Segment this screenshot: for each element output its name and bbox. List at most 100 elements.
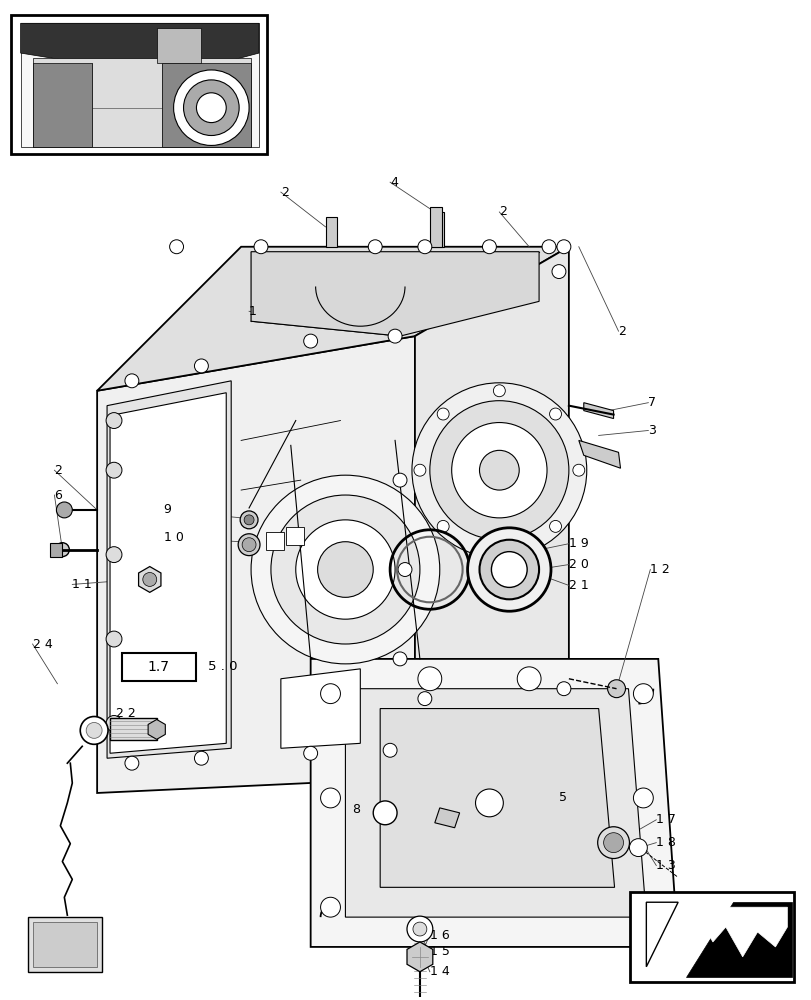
Polygon shape [434, 808, 459, 828]
Circle shape [368, 240, 382, 254]
Circle shape [556, 682, 570, 696]
Text: 7: 7 [647, 396, 655, 409]
Polygon shape [32, 63, 92, 147]
Polygon shape [97, 336, 414, 793]
Circle shape [418, 240, 431, 254]
Circle shape [479, 540, 539, 599]
Circle shape [549, 408, 560, 420]
Circle shape [633, 897, 653, 917]
Text: 2: 2 [499, 205, 507, 218]
Text: 1.7: 1.7 [148, 660, 169, 674]
Circle shape [56, 502, 72, 518]
Polygon shape [406, 942, 432, 972]
Polygon shape [429, 207, 441, 247]
Circle shape [413, 922, 427, 936]
Circle shape [475, 789, 503, 817]
Circle shape [86, 722, 102, 738]
Circle shape [383, 743, 397, 757]
Circle shape [482, 240, 496, 254]
Circle shape [183, 80, 239, 136]
Circle shape [125, 756, 139, 770]
Circle shape [320, 684, 340, 704]
Text: 1 9: 1 9 [569, 537, 588, 550]
Circle shape [254, 240, 268, 254]
Text: 9: 9 [164, 503, 171, 516]
Circle shape [320, 788, 340, 808]
Polygon shape [50, 543, 62, 557]
Text: 2 4: 2 4 [32, 638, 52, 651]
Polygon shape [157, 28, 201, 63]
Circle shape [418, 667, 441, 691]
Circle shape [633, 788, 653, 808]
Circle shape [414, 464, 425, 476]
Circle shape [80, 717, 108, 744]
Polygon shape [414, 247, 569, 778]
Polygon shape [281, 669, 360, 748]
Text: 2: 2 [54, 464, 62, 477]
Polygon shape [311, 659, 677, 947]
Circle shape [629, 839, 646, 857]
Circle shape [388, 329, 401, 343]
Circle shape [320, 897, 340, 917]
Circle shape [479, 450, 518, 490]
Polygon shape [692, 907, 787, 957]
Circle shape [251, 475, 440, 664]
Circle shape [106, 716, 122, 731]
Circle shape [393, 652, 406, 666]
Polygon shape [97, 247, 569, 391]
Circle shape [607, 680, 624, 698]
Polygon shape [325, 217, 337, 247]
Bar [629, 892, 793, 982]
Circle shape [169, 240, 183, 254]
Circle shape [517, 667, 540, 691]
Circle shape [174, 70, 249, 145]
Circle shape [196, 93, 226, 123]
Circle shape [393, 473, 406, 487]
Text: 1 5: 1 5 [429, 945, 449, 958]
Circle shape [295, 520, 395, 619]
Polygon shape [583, 403, 613, 419]
Circle shape [106, 631, 122, 647]
Text: 3: 3 [647, 424, 655, 437]
Bar [285, 527, 303, 545]
Circle shape [429, 401, 569, 540]
Polygon shape [32, 58, 251, 147]
Polygon shape [431, 212, 443, 247]
Polygon shape [110, 393, 226, 753]
Polygon shape [139, 567, 161, 592]
Text: 1 8: 1 8 [655, 836, 676, 849]
Text: 1 6: 1 6 [429, 929, 449, 942]
Circle shape [406, 916, 432, 942]
Circle shape [106, 462, 122, 478]
Bar [266, 532, 284, 550]
Circle shape [633, 684, 653, 704]
Circle shape [542, 240, 556, 254]
Circle shape [551, 265, 565, 279]
Circle shape [194, 751, 208, 765]
Polygon shape [251, 252, 539, 336]
Circle shape [143, 573, 157, 586]
Circle shape [436, 520, 448, 532]
Text: 5 . 0: 5 . 0 [208, 660, 238, 673]
Polygon shape [148, 719, 165, 739]
Text: 4: 4 [389, 176, 397, 189]
Circle shape [491, 552, 526, 587]
Circle shape [240, 511, 258, 529]
Bar [32, 922, 97, 967]
Text: 2: 2 [618, 325, 625, 338]
Circle shape [493, 544, 504, 556]
Circle shape [397, 563, 411, 576]
Text: 2 3: 2 3 [116, 727, 135, 740]
Polygon shape [380, 709, 614, 887]
Text: 1 1: 1 1 [72, 578, 92, 591]
Polygon shape [20, 23, 259, 147]
Polygon shape [20, 23, 259, 63]
Bar [11, 15, 267, 154]
Circle shape [549, 520, 560, 532]
Text: 1 2: 1 2 [650, 563, 669, 576]
Circle shape [106, 547, 122, 563]
Text: 5: 5 [558, 791, 566, 804]
Circle shape [436, 408, 448, 420]
Circle shape [603, 833, 623, 853]
Text: 8: 8 [352, 803, 360, 816]
